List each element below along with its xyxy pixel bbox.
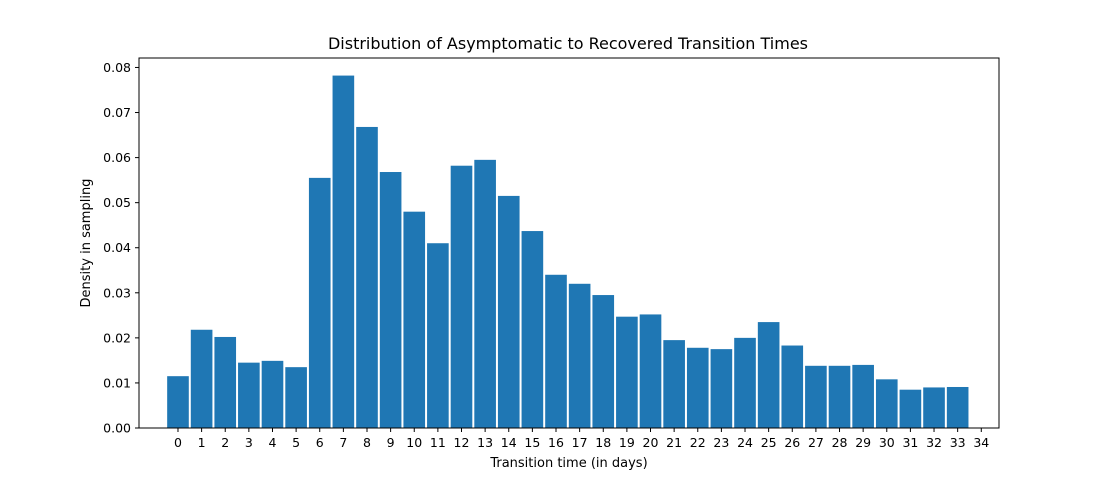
- x-tick-label: 18: [595, 435, 611, 450]
- y-tick-label: 0.07: [103, 105, 131, 120]
- x-tick-label: 15: [524, 435, 540, 450]
- x-tick-label: 19: [619, 435, 635, 450]
- x-tick-label: 20: [643, 435, 659, 450]
- x-tick-label: 2: [221, 435, 229, 450]
- y-tick-label: 0.08: [103, 60, 131, 75]
- x-tick-label: 31: [902, 435, 918, 450]
- x-tick-label: 6: [316, 435, 324, 450]
- bar-24: [734, 337, 756, 428]
- x-tick-label: 23: [713, 435, 729, 450]
- bar-1: [190, 329, 213, 428]
- x-tick-label: 32: [926, 435, 942, 450]
- x-tick-label: 11: [430, 435, 446, 450]
- x-tick-label: 8: [363, 435, 371, 450]
- x-tick-label: 12: [454, 435, 470, 450]
- x-tick-label: 16: [548, 435, 564, 450]
- bar-21: [663, 340, 685, 428]
- x-tick-label: 5: [292, 435, 300, 450]
- y-axis-ticks: 0.00 0.01 0.02 0.03 0.04 0.05 0.06 0.07 0.08: [103, 60, 139, 436]
- bar-25: [757, 322, 780, 428]
- x-tick-label: 29: [855, 435, 871, 450]
- bar-14: [497, 195, 520, 428]
- x-axis-label: Transition time (in days): [489, 456, 647, 471]
- x-tick-label: 3: [245, 435, 253, 450]
- y-tick-label: 0.05: [103, 195, 131, 210]
- x-tick-label: 22: [690, 435, 706, 450]
- x-tick-label: 30: [879, 435, 895, 450]
- bar-5: [285, 367, 307, 428]
- bar-8: [356, 126, 378, 428]
- bar-17: [568, 283, 591, 428]
- x-tick-label: 25: [761, 435, 777, 450]
- bar-12: [450, 165, 473, 428]
- bar-29: [852, 364, 874, 428]
- x-tick-label: 0: [174, 435, 182, 450]
- bar-28: [828, 365, 851, 428]
- x-tick-label: 13: [477, 435, 493, 450]
- bar-7: [332, 75, 355, 429]
- bar-13: [474, 159, 496, 429]
- chart-title: Distribution of Asymptomatic to Recovere…: [328, 34, 808, 53]
- x-tick-label: 7: [339, 435, 347, 450]
- x-tick-label: 10: [406, 435, 422, 450]
- bar-0: [167, 376, 189, 428]
- x-tick-label: 24: [737, 435, 753, 450]
- x-tick-label: 17: [572, 435, 588, 450]
- bar-18: [592, 295, 615, 428]
- y-axis-label: Density in sampling: [79, 179, 94, 308]
- x-tick-label: 4: [269, 435, 277, 450]
- bar-26: [781, 345, 804, 428]
- x-tick-label: 34: [973, 435, 989, 450]
- bar-2: [214, 336, 237, 428]
- bar-32: [923, 387, 945, 428]
- bar-4: [261, 360, 284, 428]
- bar-3: [238, 362, 260, 428]
- bar-9: [379, 172, 402, 428]
- bar-31: [899, 389, 922, 428]
- y-tick-label: 0.06: [103, 150, 131, 165]
- bar-33: [946, 386, 969, 428]
- bar-22: [686, 347, 709, 428]
- x-tick-label: 26: [784, 435, 800, 450]
- bar-30: [875, 379, 898, 428]
- bar-15: [521, 231, 544, 428]
- x-tick-label: 9: [387, 435, 395, 450]
- bar-27: [805, 365, 827, 428]
- x-tick-label: 1: [198, 435, 206, 450]
- x-tick-label: 33: [950, 435, 966, 450]
- bar-16: [545, 274, 567, 428]
- bar-10: [403, 211, 426, 428]
- x-tick-label: 27: [808, 435, 824, 450]
- plot-frame: [138, 57, 1000, 429]
- bar-20: [639, 314, 662, 428]
- y-tick-label: 0.01: [103, 375, 131, 390]
- bar-11: [427, 243, 449, 428]
- y-tick-label: 0.02: [103, 330, 131, 345]
- bars-group: [167, 75, 969, 429]
- x-axis-ticks: 0 1 2 3 4 5 6 7 8 9 10 11 12 13 14 15 16 17 18 19 20 21 22 23 24…: [174, 428, 989, 450]
- x-tick-label: 28: [832, 435, 848, 450]
- x-tick-label: 21: [666, 435, 682, 450]
- bar-23: [710, 349, 733, 428]
- bar-19: [616, 316, 638, 428]
- bar-6: [308, 177, 331, 428]
- y-tick-label: 0.03: [103, 285, 131, 300]
- x-tick-label: 14: [501, 435, 517, 450]
- y-tick-label: 0.00: [103, 421, 131, 436]
- y-tick-label: 0.04: [103, 240, 131, 255]
